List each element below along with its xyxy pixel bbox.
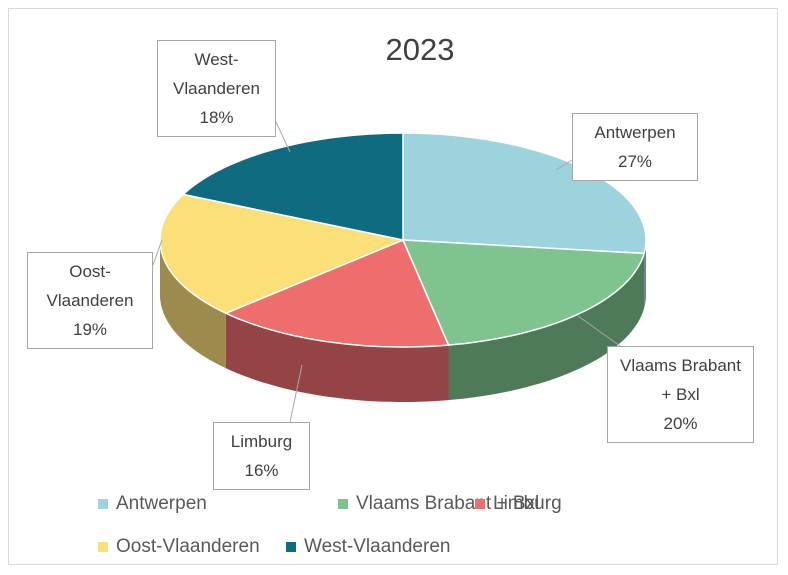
slice <box>159 193 406 315</box>
slice <box>181 132 404 241</box>
data-label: West-Vlaanderen 18% <box>157 40 276 137</box>
slice <box>224 239 450 348</box>
slice-side <box>160 240 226 369</box>
legend-label: Vlaams Brabant + Bxl <box>356 493 540 514</box>
legend-label: West-Vlaanderen <box>304 536 451 557</box>
data-label: Oost-Vlaanderen 19% <box>27 252 153 349</box>
legend-item: Antwerpen <box>98 493 207 515</box>
legend-swatch <box>286 542 296 552</box>
leader-line <box>275 121 291 153</box>
legend-swatch <box>475 499 485 509</box>
data-label-value: 16% <box>244 461 279 480</box>
data-label-name: West-Vlaanderen <box>173 50 260 98</box>
legend-label: Oost-Vlaanderen <box>116 536 260 557</box>
data-label-name: Antwerpen <box>594 123 676 142</box>
data-label: Antwerpen 27% <box>572 113 698 181</box>
data-label: Vlaams Brabant + Bxl 20% <box>607 346 754 443</box>
data-label-value: 20% <box>663 414 698 433</box>
legend-item: West-Vlaanderen <box>286 536 450 558</box>
leader-line <box>577 315 621 347</box>
data-label-value: 27% <box>617 152 653 171</box>
slice-side <box>225 313 449 402</box>
chart-frame <box>8 8 778 565</box>
data-label-name: Vlaams Brabant + Bxl <box>620 356 741 404</box>
data-label-value: 19% <box>72 320 108 339</box>
data-label-name: Limburg <box>230 432 293 451</box>
slice <box>401 239 646 346</box>
slice-side <box>644 240 646 309</box>
leader-line <box>152 239 163 266</box>
legend-label: Limburg <box>493 493 562 514</box>
data-label-name: Oost-Vlaanderen <box>46 262 134 310</box>
legend-item: Vlaams Brabant + Bxl <box>338 493 539 515</box>
legend-label: Antwerpen <box>116 493 207 514</box>
legend-item: Oost-Vlaanderen <box>98 536 260 558</box>
data-label-value: 18% <box>199 108 234 127</box>
leader-line <box>289 364 303 423</box>
data-label: Limburg 16% <box>213 422 310 490</box>
leader-line <box>555 159 573 171</box>
legend-swatch <box>98 499 108 509</box>
chart-title: 2023 <box>386 32 455 67</box>
legend-item: Limburg <box>475 493 562 515</box>
legend-swatch <box>338 499 348 509</box>
legend-swatch <box>98 542 108 552</box>
